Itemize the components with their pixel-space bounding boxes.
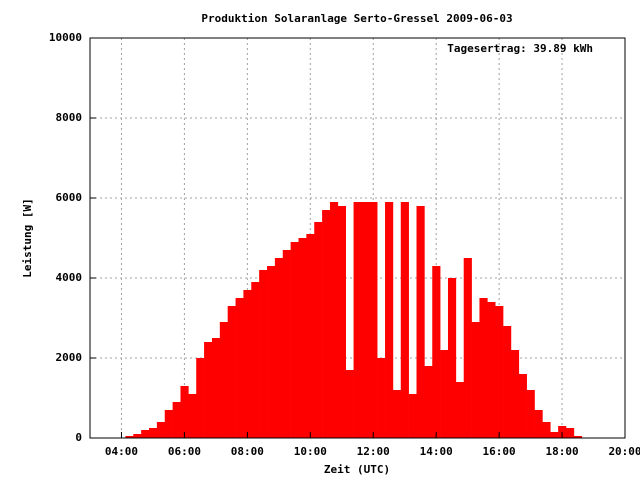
x-tick-label: 06:00 <box>168 445 201 458</box>
power-bar <box>345 370 354 438</box>
power-bar <box>463 258 472 438</box>
power-bar <box>204 342 213 438</box>
power-bar <box>125 436 134 438</box>
x-tick-label: 08:00 <box>231 445 264 458</box>
power-bar <box>408 394 417 438</box>
power-bar <box>432 266 441 438</box>
power-bar <box>526 390 535 438</box>
x-tick-label: 16:00 <box>483 445 516 458</box>
power-bar <box>400 202 409 438</box>
power-bar <box>573 436 583 438</box>
power-bar <box>227 306 236 438</box>
power-bar <box>353 202 362 438</box>
chart-title: Produktion Solaranlage Serto-Gressel 200… <box>201 12 512 25</box>
power-bar <box>172 402 181 438</box>
y-tick-label: 4000 <box>56 271 83 284</box>
y-tick-label: 6000 <box>56 191 83 204</box>
x-tick-label: 20:00 <box>608 445 640 458</box>
power-bar <box>440 350 449 438</box>
power-bar <box>298 238 307 438</box>
power-bar <box>361 202 370 438</box>
power-bar <box>565 428 575 438</box>
power-bar <box>235 298 244 438</box>
power-bar <box>503 326 512 438</box>
power-bar <box>510 350 520 438</box>
power-bar <box>369 202 378 438</box>
y-tick-label: 0 <box>75 431 82 444</box>
power-bar <box>251 282 260 438</box>
power-bar <box>243 290 252 438</box>
power-bar <box>267 266 276 438</box>
power-bar <box>211 338 221 438</box>
x-tick-label: 04:00 <box>105 445 138 458</box>
x-tick-label: 14:00 <box>420 445 453 458</box>
power-bar <box>542 422 551 438</box>
power-bar <box>274 258 284 438</box>
annotation: Tagesertrag: 39.89 kWh <box>447 42 593 55</box>
power-bar <box>518 374 527 438</box>
x-tick-label: 10:00 <box>294 445 327 458</box>
power-bar <box>282 250 291 438</box>
power-bar <box>495 306 504 438</box>
power-bar <box>329 202 339 438</box>
power-bar <box>259 270 268 438</box>
power-bar <box>447 278 457 438</box>
y-tick-label: 10000 <box>49 31 82 44</box>
power-bar <box>487 302 496 438</box>
power-bar <box>550 432 559 438</box>
power-bar <box>416 206 425 438</box>
power-bar <box>314 222 323 438</box>
x-axis-label: Zeit (UTC) <box>324 463 390 476</box>
power-bar <box>377 358 386 438</box>
power-bar <box>534 410 543 438</box>
y-tick-label: 8000 <box>56 111 83 124</box>
plot-area <box>90 37 626 439</box>
y-axis-label: Leistung [W] <box>21 198 34 277</box>
y-tick-label: 2000 <box>56 351 83 364</box>
power-bar <box>392 390 402 438</box>
power-bar <box>424 366 433 438</box>
power-bar <box>337 206 346 438</box>
power-bar <box>188 394 197 438</box>
power-bar <box>149 428 158 438</box>
plot-frame <box>89 37 626 439</box>
power-bar <box>385 202 394 438</box>
power-bar <box>164 410 173 438</box>
power-bar <box>322 210 331 438</box>
power-bar <box>306 234 315 438</box>
power-bar <box>455 382 465 438</box>
power-bar <box>290 242 299 438</box>
x-tick-label: 18:00 <box>545 445 578 458</box>
power-bar <box>133 434 142 438</box>
power-bar <box>141 430 150 438</box>
power-bar <box>196 358 205 438</box>
power-bar <box>471 322 480 438</box>
x-tick-label: 12:00 <box>357 445 390 458</box>
power-bar <box>156 422 166 438</box>
power-bar <box>219 322 228 438</box>
power-bar <box>479 298 488 438</box>
power-bar <box>180 386 189 438</box>
